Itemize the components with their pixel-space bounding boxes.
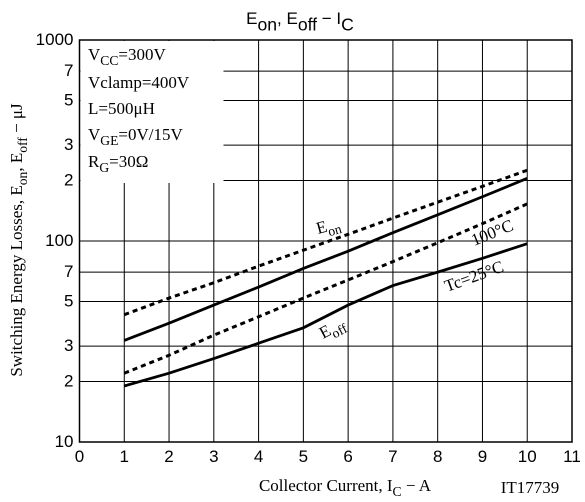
x-tick-label: 9 xyxy=(478,447,487,466)
text-part: V xyxy=(88,125,101,144)
text-part: =0V/15V xyxy=(118,125,183,144)
series-line xyxy=(123,177,528,342)
text-part: R xyxy=(88,152,100,171)
annotation: L=500μH xyxy=(88,99,155,118)
x-tick-label: 4 xyxy=(254,447,263,466)
text-part: on xyxy=(257,15,277,35)
text-part: − I xyxy=(317,9,341,28)
x-axis-label: Collector Current, IC − A xyxy=(259,476,432,499)
x-tick-label: 5 xyxy=(299,447,308,466)
text-part: on xyxy=(326,221,343,239)
x-tick-label: 2 xyxy=(164,447,173,466)
x-tick-label: 10 xyxy=(518,447,537,466)
annotation: VCC=300V xyxy=(88,45,167,68)
text-part: G xyxy=(99,160,109,175)
series-line xyxy=(123,202,528,375)
text-part: on xyxy=(15,171,30,185)
x-tick-label: 1 xyxy=(120,447,129,466)
text-part: E xyxy=(246,9,257,28)
annotation: Vclamp=400V xyxy=(88,73,190,92)
y-tick-label: 10 xyxy=(55,432,74,451)
text-part: off xyxy=(15,137,30,153)
text-part: − A xyxy=(402,476,432,495)
text-part: off xyxy=(329,320,350,341)
x-tick-label: 11 xyxy=(563,447,581,466)
y-tick-label: 3 xyxy=(64,135,73,154)
text-part: Switching Energy Losses, E xyxy=(7,185,26,376)
figure-code: IT17739 xyxy=(501,478,560,497)
text-part: GE xyxy=(100,133,118,148)
annotation: Eon xyxy=(314,213,343,242)
text-part: Vclamp=400V xyxy=(88,73,190,92)
x-tick-label: 8 xyxy=(433,447,442,466)
plot-frame xyxy=(78,39,573,443)
text-part: =30Ω xyxy=(109,152,148,171)
y-tick-label: 7 xyxy=(64,61,73,80)
y-tick-label: 7 xyxy=(64,262,73,281)
text-part: Collector Current, I xyxy=(259,476,393,495)
text-part: CC xyxy=(100,53,118,68)
series-line xyxy=(123,242,528,388)
text-part: − μJ xyxy=(7,103,26,137)
text-part: C xyxy=(393,484,402,499)
y-tick-label: 3 xyxy=(64,336,73,355)
y-tick-label: 100 xyxy=(45,231,73,250)
text-part: V xyxy=(88,45,101,64)
text-part: C xyxy=(341,15,354,35)
text-part: off xyxy=(298,15,317,35)
text-part: , E xyxy=(7,153,26,172)
y-tick-label: 2 xyxy=(64,170,73,189)
x-tick-label: 6 xyxy=(343,447,352,466)
annotation: RG=30Ω xyxy=(88,152,148,175)
text-part: L=500μH xyxy=(88,99,155,118)
x-tick-label: 7 xyxy=(388,447,397,466)
y-tick-label: 5 xyxy=(64,91,73,110)
x-tick-label: 3 xyxy=(209,447,218,466)
x-tick-label: 0 xyxy=(75,447,84,466)
chart-title: Eon, Eoff − IC xyxy=(246,9,354,35)
conditions-box xyxy=(80,41,224,183)
y-tick-label: 2 xyxy=(64,371,73,390)
y-tick-label: 1000 xyxy=(36,30,74,49)
annotation: VGE=0V/15V xyxy=(88,125,183,148)
y-axis-label: Switching Energy Losses, Eon, Eoff − μJ xyxy=(7,103,30,377)
text-part: , E xyxy=(277,9,298,28)
text-part: E xyxy=(314,217,329,238)
text-part: =300V xyxy=(118,45,166,64)
y-tick-label: 5 xyxy=(64,292,73,311)
